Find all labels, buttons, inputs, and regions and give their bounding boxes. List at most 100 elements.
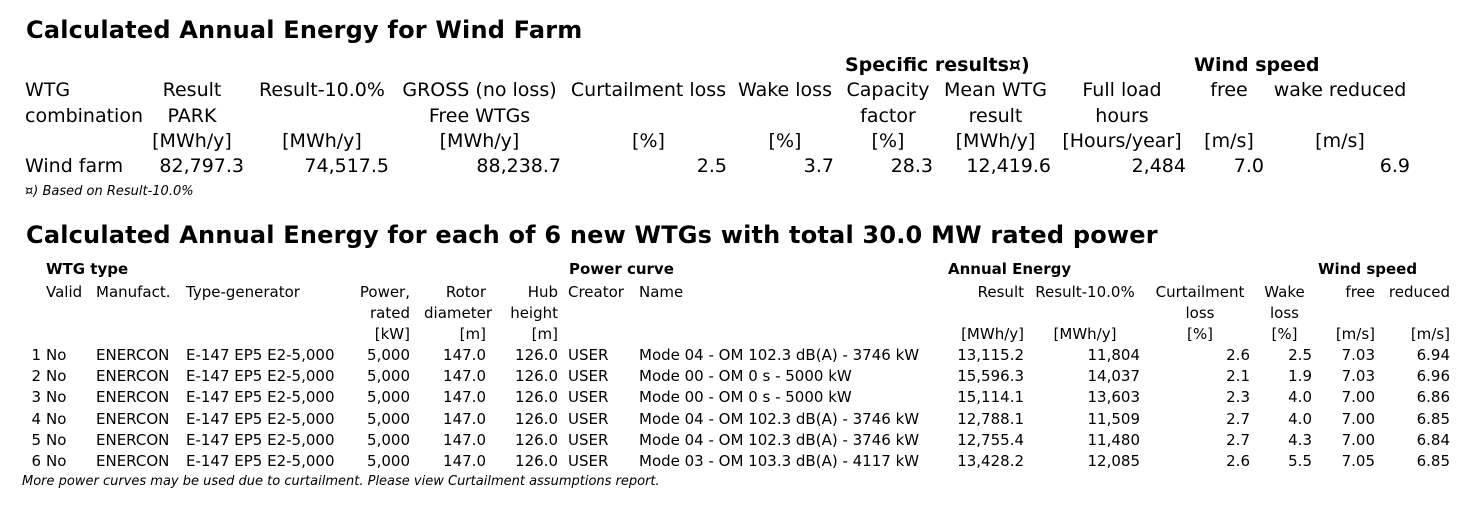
wtg-cell: 6.96 bbox=[1416, 367, 1450, 386]
farm-cell: 88,238.7 bbox=[476, 155, 561, 177]
farm-col-header: PARK bbox=[167, 104, 217, 127]
wtg-cell: 5,000 bbox=[367, 452, 410, 470]
wtg-col-header: loss bbox=[1185, 304, 1215, 322]
power-curve-header: Power curve bbox=[569, 260, 674, 278]
farm-col-header: wake reduced bbox=[1273, 79, 1407, 101]
wtg-cell: 6.94 bbox=[1416, 346, 1450, 364]
farm-col-header: free bbox=[1210, 79, 1248, 101]
farm-col-header: [MWh/y] bbox=[439, 130, 520, 152]
wtg-cell: E-147 EP5 E2-5,000 bbox=[186, 409, 335, 428]
farm-cell: 12,419.6 bbox=[966, 155, 1051, 177]
wtg-wind-speed-header: Wind speed bbox=[1318, 260, 1418, 278]
wtg-cell: 2.6 bbox=[1226, 346, 1250, 364]
farm-col-header: [MWh/y] bbox=[152, 130, 232, 152]
wtg-cell: 6.85 bbox=[1416, 409, 1450, 428]
wtg-col-header: Wake bbox=[1264, 283, 1305, 301]
farm-cell: 7.0 bbox=[1233, 155, 1264, 177]
farm-col-header: Mean WTG bbox=[944, 79, 1047, 101]
wtg-cell: 11,804 bbox=[1087, 346, 1141, 364]
wtg-footnote: More power curves may be used due to cur… bbox=[22, 474, 660, 489]
wtg-cell: No bbox=[46, 346, 67, 364]
wtg-cell: 13,428.2 bbox=[957, 452, 1024, 470]
wtg-cell: 12,755.4 bbox=[957, 430, 1024, 449]
wtg-cell: 147.0 bbox=[443, 367, 486, 386]
wtg-cell: 13,603 bbox=[1087, 388, 1141, 407]
farm-col-header: [%] bbox=[871, 130, 905, 152]
wtg-col-header: Manufact. bbox=[96, 283, 171, 301]
wtg-col-header: free bbox=[1345, 283, 1375, 301]
wtg-cell: 126.0 bbox=[515, 409, 558, 428]
farm-cell: 2.5 bbox=[696, 155, 727, 177]
wtg-cell: USER bbox=[568, 367, 609, 386]
wtg-col-header: rated bbox=[370, 304, 410, 322]
wtg-cell: 6 bbox=[31, 452, 41, 470]
wtg-cell: 5,000 bbox=[367, 346, 410, 364]
farm-col-header: Curtailment loss bbox=[570, 79, 727, 101]
wtg-cell: 2.6 bbox=[1226, 452, 1250, 470]
wtg-cell: 5 bbox=[31, 430, 41, 449]
wtg-cell: No bbox=[46, 388, 67, 407]
wtg-cell: E-147 EP5 E2-5,000 bbox=[186, 346, 335, 364]
farm-col-header: Capacity bbox=[846, 79, 930, 101]
wtg-col-header: Creator bbox=[568, 283, 624, 301]
wtg-col-header: height bbox=[510, 304, 558, 322]
wtg-col-header: Valid bbox=[46, 283, 83, 301]
farm-col-header: [m/s] bbox=[1315, 130, 1365, 152]
wtg-cell: 12,788.1 bbox=[957, 409, 1024, 428]
farm-col-header: [MWh/y] bbox=[955, 130, 1036, 152]
wtg-cell: 147.0 bbox=[443, 452, 486, 470]
wtg-col-header: Curtailment bbox=[1155, 283, 1245, 301]
wtg-cell: ENERCON bbox=[96, 430, 170, 449]
wtg-cell: ENERCON bbox=[96, 409, 170, 428]
wtg-cell: 1 bbox=[31, 346, 41, 364]
farm-cell: 2,484 bbox=[1131, 155, 1186, 177]
wtg-cell: 2.7 bbox=[1226, 430, 1250, 449]
wtg-type-header: WTG type bbox=[46, 260, 129, 278]
wtg-cell: 2.1 bbox=[1226, 367, 1250, 386]
wtg-cell: 126.0 bbox=[515, 346, 558, 364]
farm-cell: 6.9 bbox=[1379, 155, 1410, 177]
wtg-cell: 126.0 bbox=[515, 430, 558, 449]
farm-col-header: Wake loss bbox=[738, 79, 832, 101]
wtg-cell: 147.0 bbox=[443, 346, 486, 364]
wtg-section-title: Calculated Annual Energy for each of 6 n… bbox=[26, 221, 1158, 249]
wtg-cell: 2.7 bbox=[1226, 409, 1250, 428]
farm-cell: 82,797.3 bbox=[159, 155, 244, 177]
wtg-cell: 7.00 bbox=[1341, 388, 1375, 407]
wtg-cell: Mode 03 - OM 103.3 dB(A) - 4117 kW bbox=[639, 452, 920, 470]
farm-cell: 74,517.5 bbox=[304, 155, 389, 177]
wtg-cell: Mode 04 - OM 102.3 dB(A) - 3746 kW bbox=[639, 346, 920, 364]
farm-col-header: Result-10.0% bbox=[259, 79, 385, 101]
wtg-cell: 147.0 bbox=[443, 430, 486, 449]
wtg-cell: 11,509 bbox=[1087, 409, 1141, 428]
wtg-cell: ENERCON bbox=[96, 452, 170, 470]
wtg-cell: No bbox=[46, 452, 67, 470]
wtg-col-header: [kW] bbox=[374, 325, 410, 343]
wtg-cell: 13,115.2 bbox=[957, 346, 1024, 364]
wtg-cell: ENERCON bbox=[96, 367, 170, 386]
wtg-cell: USER bbox=[568, 388, 609, 407]
wtg-cell: 5,000 bbox=[367, 409, 410, 428]
wtg-cell: ENERCON bbox=[96, 346, 170, 364]
annual-energy-header: Annual Energy bbox=[948, 260, 1072, 278]
wtg-cell: 6.85 bbox=[1416, 452, 1450, 470]
farm-cell: Wind farm bbox=[25, 155, 124, 177]
wtg-cell: USER bbox=[568, 430, 609, 449]
wtg-cell: 147.0 bbox=[443, 388, 486, 407]
wtg-col-header: [m] bbox=[459, 325, 486, 343]
farm-cell: 3.7 bbox=[803, 155, 834, 177]
wtg-cell: No bbox=[46, 409, 67, 428]
wtg-cell: 6.84 bbox=[1416, 430, 1450, 449]
farm-col-header: Free WTGs bbox=[428, 104, 531, 127]
wtg-cell: 5,000 bbox=[367, 388, 410, 407]
wtg-cell: 3 bbox=[31, 388, 41, 407]
wtg-cell: 7.03 bbox=[1341, 367, 1375, 386]
wtg-col-header: [%] bbox=[1187, 325, 1213, 343]
wtg-cell: 2 bbox=[31, 367, 41, 386]
wtg-cell: Mode 00 - OM 0 s - 5000 kW bbox=[639, 388, 852, 407]
wtg-col-header: [MWh/y] bbox=[961, 325, 1024, 343]
farm-section-title: Calculated Annual Energy for Wind Farm bbox=[26, 16, 583, 44]
wtg-cell: No bbox=[46, 367, 67, 386]
wtg-cell: 1.9 bbox=[1288, 367, 1312, 386]
wtg-cell: Mode 00 - OM 0 s - 5000 kW bbox=[639, 367, 852, 386]
